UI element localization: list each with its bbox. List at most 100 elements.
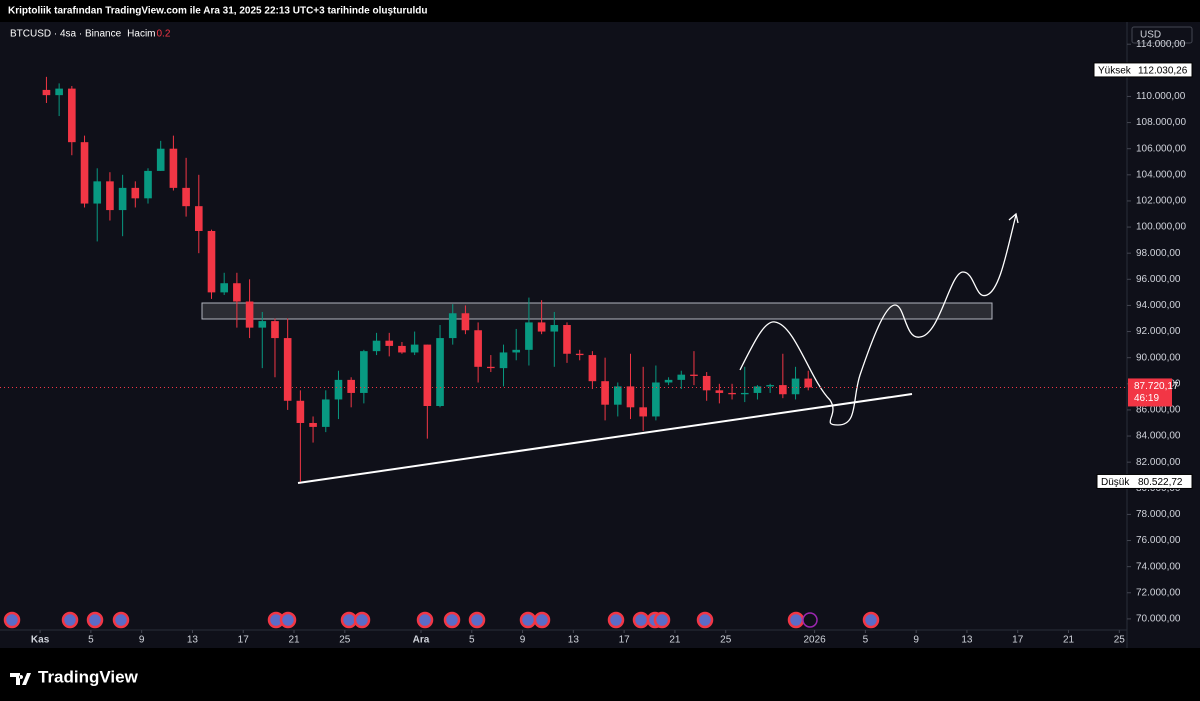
event-icon <box>653 611 671 629</box>
brand-name: TradingView <box>38 667 139 686</box>
brand: TradingView <box>10 667 139 686</box>
x-tick-label: 5 <box>88 635 94 646</box>
candle-body <box>436 338 444 406</box>
x-tick-label: 5 <box>469 635 475 646</box>
event-icon <box>86 611 104 629</box>
candle-body <box>512 349 521 353</box>
candles <box>42 76 813 482</box>
candle-body <box>360 351 368 393</box>
candle-body <box>156 148 165 171</box>
x-tick-label: Kas <box>31 635 50 646</box>
y-tick-label: 110.000,00 <box>1136 91 1186 102</box>
y-tick-label: 78.000,00 <box>1136 509 1181 520</box>
event-icon <box>632 611 650 629</box>
candle-body <box>309 422 317 427</box>
event-icon <box>353 611 371 629</box>
currency[interactable]: USD <box>1140 30 1161 41</box>
candle-body <box>321 399 330 427</box>
candle-body <box>575 353 584 356</box>
candle-body <box>80 142 89 204</box>
candle-body <box>448 313 457 339</box>
marker-value: 80.522,72 <box>1138 477 1183 488</box>
y-tick-label: 106.000,00 <box>1136 143 1186 154</box>
candle-body <box>334 379 343 400</box>
y-tick-label: 98.000,00 <box>1136 248 1181 259</box>
candle-body <box>398 345 406 353</box>
y-tick-label: 114.000,00 <box>1136 39 1186 50</box>
candle-body <box>42 89 51 96</box>
candle-body <box>499 352 508 369</box>
event-icon <box>862 611 880 629</box>
events <box>3 611 880 629</box>
x-tick-label: 13 <box>187 635 199 646</box>
y-tick-label: 102.000,00 <box>1136 196 1186 207</box>
y-tick-label: 82.000,00 <box>1136 457 1181 468</box>
x-tick-label: 9 <box>913 635 919 646</box>
y-tick-label: 76.000,00 <box>1136 535 1181 546</box>
currency-box[interactable] <box>1131 26 1193 44</box>
symbol-title: BTCUSD · 4sa · Binance <box>10 29 122 40</box>
candle-body <box>131 187 140 199</box>
event-icon <box>696 611 714 629</box>
candle-body <box>118 187 127 211</box>
y-tick-label: 70.000,00 <box>1136 614 1181 625</box>
candle-body <box>93 181 102 204</box>
x-tick-label: 9 <box>139 635 145 646</box>
candle-body <box>296 400 305 423</box>
candle-body <box>169 148 178 188</box>
event-icon <box>607 611 625 629</box>
candle-body <box>271 321 279 339</box>
y-tick-label: 104.000,00 <box>1136 169 1186 180</box>
y-tick-label: 90.000,00 <box>1136 352 1181 363</box>
candle-body <box>410 344 419 353</box>
projection-arrow <box>1008 212 1019 224</box>
x-tick-label: 13 <box>568 635 580 646</box>
candle-body <box>220 283 228 293</box>
marker-value: 112.030,26 <box>1138 66 1188 77</box>
candle-body <box>474 330 482 367</box>
candle-body <box>182 187 190 207</box>
event-icon <box>787 611 805 629</box>
candle-body <box>550 325 559 332</box>
time-axis <box>0 630 1127 648</box>
x-tick-label: 25 <box>1114 635 1126 646</box>
countdown: 46:19 <box>1134 393 1159 404</box>
candle-body <box>106 181 114 211</box>
candle-body <box>68 88 76 143</box>
candle-body <box>423 344 432 406</box>
volume-label: Hacim <box>127 29 155 40</box>
y-tick-label: 96.000,00 <box>1136 274 1181 285</box>
trend-line <box>297 393 913 484</box>
x-tick-label: 21 <box>288 635 300 646</box>
candle-body <box>283 338 292 401</box>
brand-logo <box>10 673 31 685</box>
candle-body <box>766 385 774 387</box>
drawings <box>201 212 1019 484</box>
y-tick-label: 100.000,00 <box>1136 222 1186 233</box>
y-tick-label: 108.000,00 <box>1136 117 1186 128</box>
candle-body <box>258 321 267 328</box>
candle-body <box>245 301 254 328</box>
event-icon <box>519 611 537 629</box>
candle-body <box>601 381 609 405</box>
y-tick-label: 92.000,00 <box>1136 326 1181 337</box>
x-tick-label: 2026 <box>803 635 826 646</box>
candle-body <box>740 392 749 395</box>
y-tick-label: 94.000,00 <box>1136 300 1181 311</box>
last-price-label: 87.720,17 <box>1134 381 1179 392</box>
x-tick-label: 25 <box>339 635 351 646</box>
resistance-zone <box>201 302 993 320</box>
x-tick-label: 9 <box>520 635 526 646</box>
candle-body <box>461 313 470 331</box>
x-tick-label: 21 <box>1063 635 1075 646</box>
x-tick-label: 13 <box>961 635 973 646</box>
candle-body <box>372 340 381 352</box>
x-tick-label: 17 <box>1012 635 1024 646</box>
candle-body <box>144 170 152 199</box>
marker-label: Yüksek <box>1098 66 1132 77</box>
volume-setting: 0.2 <box>157 29 171 40</box>
caption: Kriptoliik tarafından TradingView.com il… <box>8 6 427 17</box>
event-icon <box>112 611 130 629</box>
projection-path <box>739 214 1017 426</box>
